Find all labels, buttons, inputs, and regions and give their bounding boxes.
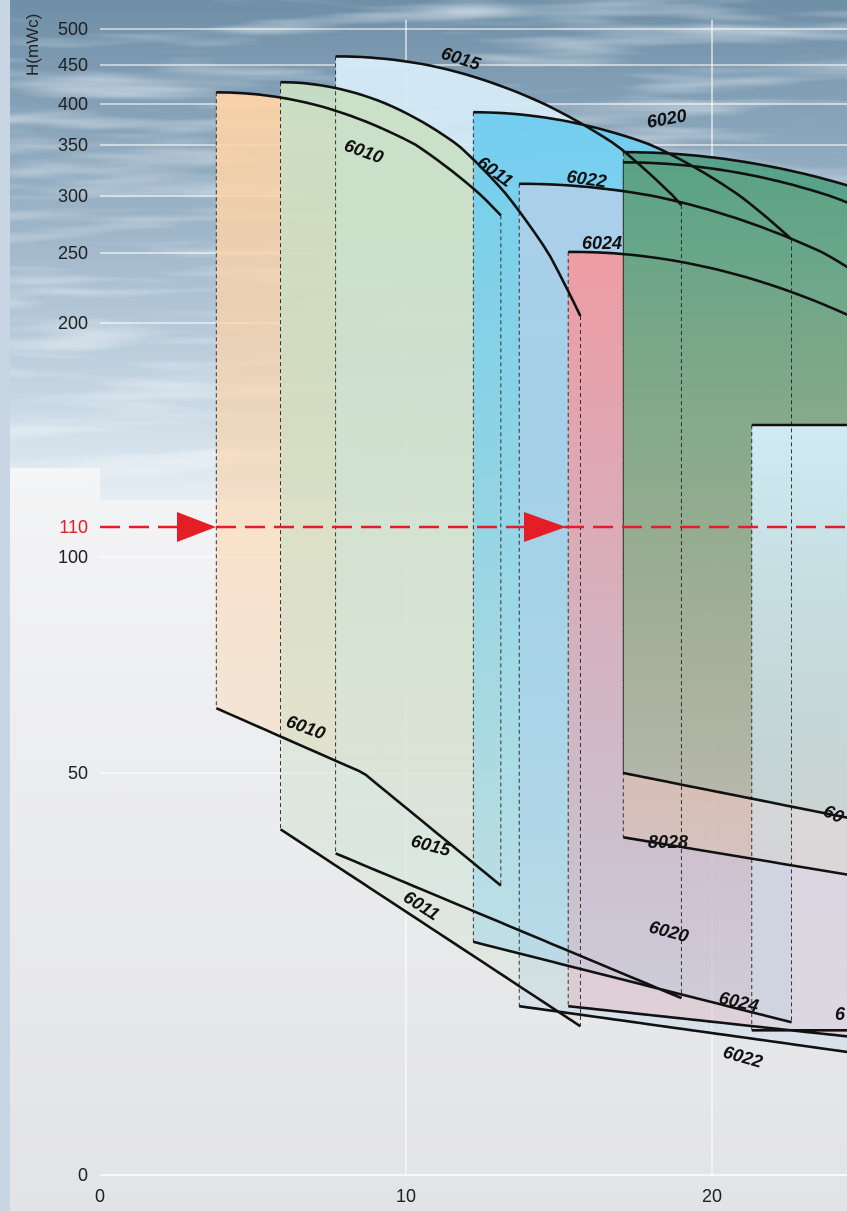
y-tick-label: 400 <box>58 94 88 114</box>
pump-curves <box>215 55 847 1054</box>
upper-curve-60 <box>623 150 847 187</box>
y-tick-label: 350 <box>58 135 88 155</box>
y-tick-label: 50 <box>68 763 88 783</box>
lower-curve-6024 <box>568 1004 847 1038</box>
upper-curve-6010 <box>216 91 502 217</box>
reference-tick-label: 110 <box>59 517 88 537</box>
upper-curve-6022 <box>519 182 847 269</box>
lower-curve-60 <box>623 771 847 819</box>
y-tick-label: 300 <box>58 186 88 206</box>
x-tick-label: 20 <box>702 1186 722 1206</box>
arrow-right-icon <box>177 512 216 542</box>
y-tick-label: 0 <box>78 1165 88 1185</box>
y-tick-label: 200 <box>58 313 88 333</box>
lower-curve-6022 <box>519 1004 847 1054</box>
upper-curve-6020 <box>473 110 793 241</box>
lower-curve-6015 <box>335 852 682 1000</box>
reference-line-110 <box>100 512 847 542</box>
x-axis-ticks: 0 10 20 <box>95 1186 722 1206</box>
lower-curve-6010 <box>215 707 502 887</box>
x-tick-label: 10 <box>396 1186 416 1206</box>
pump-area-6 <box>751 425 847 1031</box>
y-tick-label: 250 <box>58 243 88 263</box>
upper-curve-6024 <box>568 250 847 317</box>
x-tick-label: 0 <box>95 1186 105 1206</box>
curve-label-8028: 8028 <box>648 832 688 852</box>
upper-curve-6011 <box>280 80 582 317</box>
pump-guide-lines <box>215 56 793 1031</box>
curve-label-6024: 6024 <box>582 233 622 253</box>
y-axis-label: H(mWc) <box>23 14 42 76</box>
arrow-right-icon <box>524 512 566 542</box>
lower-curve-6020 <box>472 940 792 1024</box>
y-tick-label: 100 <box>58 547 88 567</box>
upper-curve-8028 <box>623 161 847 204</box>
y-tick-label: 500 <box>58 19 88 39</box>
curve-label-6: 6 <box>835 1004 846 1024</box>
lower-curve-6011 <box>279 828 582 1028</box>
y-tick-label: 450 <box>58 55 88 75</box>
lower-curve-8028 <box>623 836 847 876</box>
